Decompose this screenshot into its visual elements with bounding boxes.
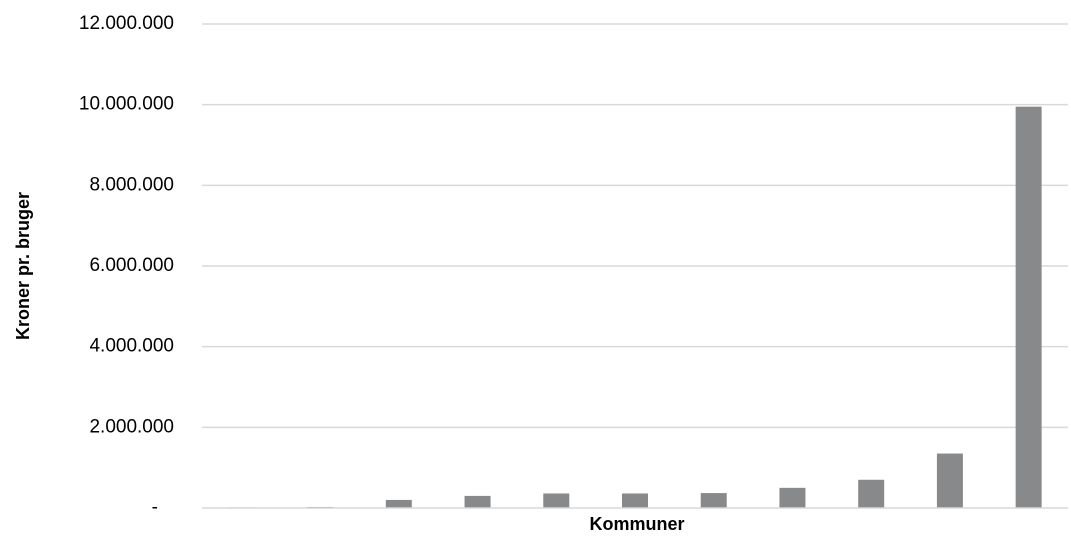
bars (228, 106, 1042, 509)
bar (543, 493, 570, 508)
y-tick-label: 2.000.000 (89, 416, 174, 437)
bar (1015, 106, 1042, 508)
y-tick-label: 12.000.000 (79, 13, 174, 34)
bar (464, 495, 491, 508)
bar (936, 453, 963, 508)
y-tick-label: 6.000.000 (89, 255, 174, 276)
y-tick-label: 4.000.000 (89, 336, 174, 357)
y-axis-title: Kroner pr. bruger (13, 192, 33, 340)
bar (779, 487, 806, 508)
gridlines (202, 23, 1068, 429)
y-tick-label: 10.000.000 (79, 94, 174, 115)
bar (622, 493, 648, 508)
y-tick-label: 8.000.000 (89, 174, 174, 195)
x-axis-title: Kommuner (589, 514, 684, 534)
y-axis-ticks: - 2.000.000 4.000.000 6.000.000 8.000.000 10.… (79, 13, 174, 518)
bar (700, 493, 727, 508)
bar (385, 499, 412, 508)
y-tick-label: - (152, 497, 158, 518)
bar (858, 479, 885, 508)
